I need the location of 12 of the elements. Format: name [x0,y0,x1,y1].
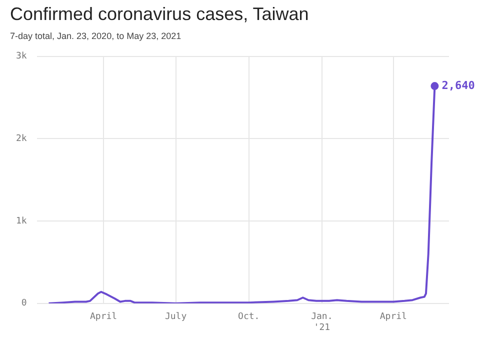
y-tick-label: 1k [16,216,28,226]
x-tick-label: Oct. [238,312,260,322]
x-tick-label: Jan. '21 [311,312,333,333]
chart-subtitle: 7-day total, Jan. 23, 2020, to May 23, 2021 [10,31,182,41]
data-label: 2,640 [442,78,475,92]
x-tick-label: July [164,312,188,322]
y-tick-label: 3k [16,52,28,62]
x-tick-label: April [380,312,407,322]
chart-title: Confirmed coronavirus cases, Taiwan [10,4,310,25]
x-tick-label: April [90,312,118,322]
y-tick-label: 2k [16,134,28,144]
y-tick-label: 0 [21,298,27,309]
